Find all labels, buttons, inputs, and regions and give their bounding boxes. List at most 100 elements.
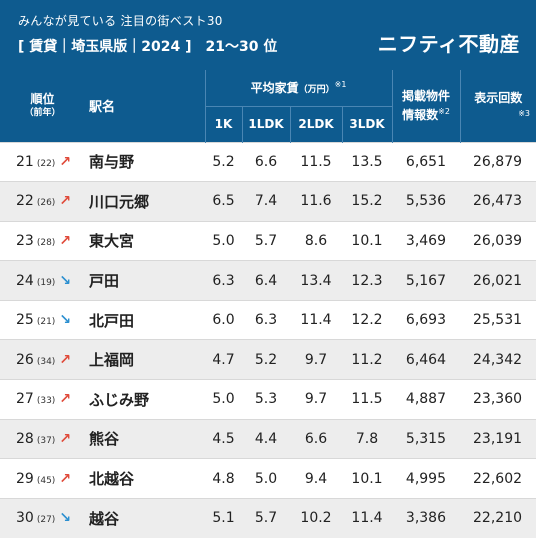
station-name: 上福岡 [85,339,205,380]
rent-1k: 5.0 [205,379,242,420]
rank-cell: 27 (33) ↗ [0,379,85,420]
rank-number: 29 [16,470,34,487]
rent-1ldk: 7.4 [242,181,290,222]
col-rent-unit: （万円） [298,85,335,96]
rent-1ldk: 5.0 [242,458,290,499]
ranking-rows: 21 (22) ↗ 南与野 5.2 6.6 11.5 13.5 6,651 26,879 22 (26… [0,141,536,538]
station-name: 北戸田 [85,299,205,340]
col-listings-label-2: 情報数 [402,108,439,123]
previous-rank: (28) [36,237,56,248]
previous-rank: (27) [36,515,56,526]
trend-down-arrow-icon: ↘ [59,510,72,527]
view-count: 23,191 [460,418,536,459]
col-rent-1ldk-header: 1LDK [241,106,290,142]
col-views-label: 表示回数 [474,90,523,105]
table-row: 21 (22) ↗ 南与野 5.2 6.6 11.5 13.5 6,651 26,879 [0,141,536,182]
trend-up-arrow-icon: ↗ [59,232,72,249]
trend-up-arrow-icon: ↗ [59,470,72,487]
previous-rank: (19) [36,277,56,288]
rank-cell: 28 (37) ↗ [0,418,85,459]
view-count: 26,473 [460,181,536,222]
rent-1k: 6.5 [205,181,242,222]
col-rent-note: ※1 [334,80,347,90]
rent-1k: 6.3 [205,260,242,301]
rent-1ldk: 4.4 [242,418,290,459]
view-count: 26,021 [460,260,536,301]
view-count: 22,602 [460,458,536,499]
table-row: 25 (21) ↘ 北戸田 6.0 6.3 11.4 12.2 6,693 25,531 [0,299,536,340]
rent-1k: 4.5 [205,418,242,459]
rent-3ldk: 11.4 [342,497,393,538]
rank-cell: 22 (26) ↗ [0,181,85,222]
view-count: 26,039 [460,220,536,261]
previous-rank: (21) [36,317,56,328]
view-count: 26,879 [460,141,536,182]
listings-count: 6,651 [392,141,461,182]
table-row: 26 (34) ↗ 上福岡 4.7 5.2 9.7 11.2 6,464 24,342 [0,339,536,380]
rank-number: 25 [16,312,34,329]
rent-2ldk: 8.6 [290,220,342,261]
rent-2ldk: 13.4 [290,260,342,301]
listings-count: 4,995 [392,458,461,499]
col-listings-header: 掲載物件 情報数※2 [391,70,461,142]
rank-cell: 25 (21) ↘ [0,299,85,340]
col-rank-sub-label: （前年） [24,107,61,118]
col-rank-header: 順位 （前年） [0,70,85,142]
trend-up-arrow-icon: ↗ [59,153,72,170]
rent-1ldk: 6.6 [242,141,290,182]
station-name: 熊谷 [85,418,205,459]
rent-2ldk: 9.4 [290,458,342,499]
rent-2ldk: 11.4 [290,299,342,340]
col-rent-group-header: 平均家賃（万円）※1 [204,70,393,107]
listings-count: 5,536 [392,181,461,222]
rent-1ldk: 5.7 [242,497,290,538]
rent-3ldk: 11.5 [342,379,393,420]
rent-2ldk: 11.6 [290,181,342,222]
table-row: 23 (28) ↗ 東大宮 5.0 5.7 8.6 10.1 3,469 26,039 [0,220,536,261]
station-name: 北越谷 [85,458,205,499]
rent-1ldk: 5.3 [242,379,290,420]
previous-rank: (22) [36,158,56,169]
previous-rank: (45) [36,475,56,486]
listings-count: 5,315 [392,418,461,459]
rent-2ldk: 6.6 [290,418,342,459]
listings-count: 5,167 [392,260,461,301]
view-count: 25,531 [460,299,536,340]
rank-number: 24 [16,272,34,289]
listings-count: 6,693 [392,299,461,340]
rent-2ldk: 10.2 [290,497,342,538]
trend-up-arrow-icon: ↗ [59,193,72,210]
previous-rank: (37) [36,435,56,446]
previous-rank: (33) [36,396,56,407]
col-listings-note: ※2 [438,107,450,117]
view-count: 23,360 [460,379,536,420]
station-name: 東大宮 [85,220,205,261]
trend-down-arrow-icon: ↘ [59,312,72,329]
station-name: ふじみ野 [85,379,205,420]
header-tagline: みんなが見ている 注目の街ベスト30 [18,14,223,28]
table-row: 22 (26) ↗ 川口元郷 6.5 7.4 11.6 15.2 5,536 26,473 [0,181,536,222]
view-count: 24,342 [460,339,536,380]
col-rent-label: 平均家賃 [250,81,299,96]
rent-2ldk: 9.7 [290,339,342,380]
trend-up-arrow-icon: ↗ [59,391,72,408]
rent-1ldk: 6.3 [242,299,290,340]
col-rent-3ldk-header: 3LDK [341,106,393,142]
table-row: 28 (37) ↗ 熊谷 4.5 4.4 6.6 7.8 5,315 23,191 [0,418,536,459]
rank-cell: 26 (34) ↗ [0,339,85,380]
rent-2ldk: 11.5 [290,141,342,182]
col-station-header: 駅名 [85,70,205,142]
station-name: 戸田 [85,260,205,301]
col-views-header: 表示回数 ※3 [459,70,536,142]
rent-1k: 5.1 [205,497,242,538]
table-row: 29 (45) ↗ 北越谷 4.8 5.0 9.4 10.1 4,995 22,602 [0,458,536,499]
rank-number: 22 [16,193,34,210]
rent-1k: 4.8 [205,458,242,499]
rent-3ldk: 10.1 [342,220,393,261]
col-rank-label: 順位 [30,91,55,106]
table-row: 30 (27) ↘ 越谷 5.1 5.7 10.2 11.4 3,386 22,210 [0,497,536,538]
table-row: 24 (19) ↘ 戸田 6.3 6.4 13.4 12.3 5,167 26,021 [0,260,536,301]
previous-rank: (26) [36,198,56,209]
rent-3ldk: 11.2 [342,339,393,380]
